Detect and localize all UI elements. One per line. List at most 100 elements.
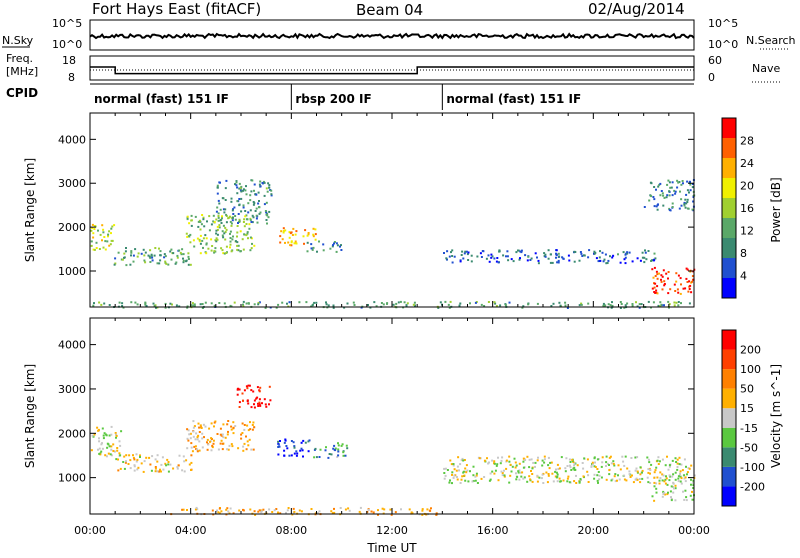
heatmap-cell xyxy=(547,473,550,475)
heatmap-cell xyxy=(571,458,574,461)
heatmap-cell xyxy=(92,236,95,239)
heatmap-cell xyxy=(680,463,683,466)
heatmap-cell xyxy=(218,202,221,205)
heatmap-cell xyxy=(332,304,335,307)
heatmap-cell xyxy=(664,478,667,481)
heatmap-cell xyxy=(287,241,290,244)
heatmap-cell xyxy=(226,507,229,510)
heatmap-cell xyxy=(186,447,189,450)
heatmap-cell xyxy=(215,237,218,240)
heatmap-cell xyxy=(659,477,662,480)
heatmap-cell xyxy=(536,474,539,477)
heatmap-cell xyxy=(333,444,336,447)
heatmap-cell xyxy=(222,208,225,211)
x-tick-label: 12:00 xyxy=(376,524,408,537)
heatmap-cell xyxy=(249,209,252,212)
heatmap-cell xyxy=(691,186,694,189)
heatmap-cell xyxy=(110,239,113,242)
heatmap-cell xyxy=(651,287,654,290)
heatmap-cell xyxy=(669,475,672,478)
xaxis-title: Time UT xyxy=(366,541,417,554)
heatmap-cell xyxy=(155,306,157,309)
heatmap-cell xyxy=(558,255,561,258)
heatmap-cell xyxy=(236,388,239,391)
power-heatmap xyxy=(90,179,696,309)
heatmap-cell xyxy=(664,464,667,467)
heatmap-cell xyxy=(538,476,541,479)
heatmap-cell xyxy=(334,449,337,452)
heatmap-cell xyxy=(263,398,266,401)
heatmap-cell xyxy=(218,224,221,227)
heatmap-cell xyxy=(465,464,468,467)
heatmap-cell xyxy=(496,257,499,259)
heatmap-cell xyxy=(217,199,220,202)
heatmap-cell xyxy=(623,474,626,477)
heatmap-cell xyxy=(171,303,173,306)
heatmap-cell xyxy=(113,263,116,266)
heatmap-cell xyxy=(165,262,168,265)
heatmap-cell xyxy=(649,181,652,184)
heatmap-cell xyxy=(683,474,686,477)
heatmap-cell xyxy=(572,467,575,470)
colorbar-segment xyxy=(722,118,736,138)
heatmap-cell xyxy=(587,302,590,305)
heatmap-cell xyxy=(149,463,152,466)
heatmap-cell xyxy=(172,467,175,470)
heatmap-cell xyxy=(198,238,201,241)
heatmap-cell xyxy=(250,406,253,409)
heatmap-cell xyxy=(237,213,240,215)
heatmap-cell xyxy=(678,456,681,459)
heatmap-cell xyxy=(671,206,674,208)
heatmap-cell xyxy=(314,228,317,231)
heatmap-cell xyxy=(395,302,398,305)
heatmap-cell xyxy=(668,464,671,467)
heatmap-cell xyxy=(443,252,445,254)
heatmap-cell xyxy=(503,469,505,472)
heatmap-cell xyxy=(446,258,448,261)
heatmap-cell xyxy=(392,303,395,306)
heatmap-cell xyxy=(243,225,246,228)
x-tick-label: 00:00 xyxy=(74,524,106,537)
heatmap-cell xyxy=(200,223,203,226)
heatmap-cell xyxy=(192,420,195,423)
heatmap-cell xyxy=(271,511,274,513)
heatmap-cell xyxy=(445,257,448,260)
heatmap-cell xyxy=(674,487,677,490)
heatmap-cell xyxy=(195,432,198,435)
heatmap-cell xyxy=(231,219,234,222)
heatmap-cell xyxy=(158,262,161,265)
heatmap-cell xyxy=(175,304,178,307)
heatmap-cell xyxy=(526,259,529,262)
heatmap-cell xyxy=(231,209,234,212)
freq-label: Freq. xyxy=(6,52,33,65)
heatmap-cell xyxy=(234,240,237,243)
heatmap-cell xyxy=(543,461,546,464)
heatmap-cell xyxy=(125,247,127,249)
heatmap-cell xyxy=(626,251,629,254)
heatmap-cell xyxy=(527,303,530,306)
heatmap-cell xyxy=(230,200,233,203)
heatmap-cell xyxy=(660,274,663,277)
heatmap-cell xyxy=(105,455,108,458)
heatmap-cell xyxy=(225,252,228,254)
colorbar-tick-label: -200 xyxy=(740,480,765,493)
heatmap-cell xyxy=(674,484,677,487)
heatmap-cell xyxy=(494,469,497,472)
heatmap-cell xyxy=(109,453,112,456)
heatmap-cell xyxy=(628,473,631,476)
heatmap-cell xyxy=(464,467,467,470)
heatmap-cell xyxy=(268,184,271,187)
heatmap-cell xyxy=(250,221,253,223)
heatmap-cell xyxy=(239,187,242,190)
heatmap-cell xyxy=(654,469,657,472)
heatmap-cell xyxy=(662,269,665,272)
heatmap-cell xyxy=(270,193,273,196)
heatmap-cell xyxy=(215,218,218,221)
heatmap-cell xyxy=(134,301,137,304)
heatmap-cell xyxy=(100,450,103,453)
heatmap-cell xyxy=(210,249,213,252)
heatmap-cell xyxy=(159,254,162,257)
heatmap-cell xyxy=(235,180,238,183)
heatmap-cell xyxy=(295,230,298,233)
heatmap-cell xyxy=(143,460,146,463)
